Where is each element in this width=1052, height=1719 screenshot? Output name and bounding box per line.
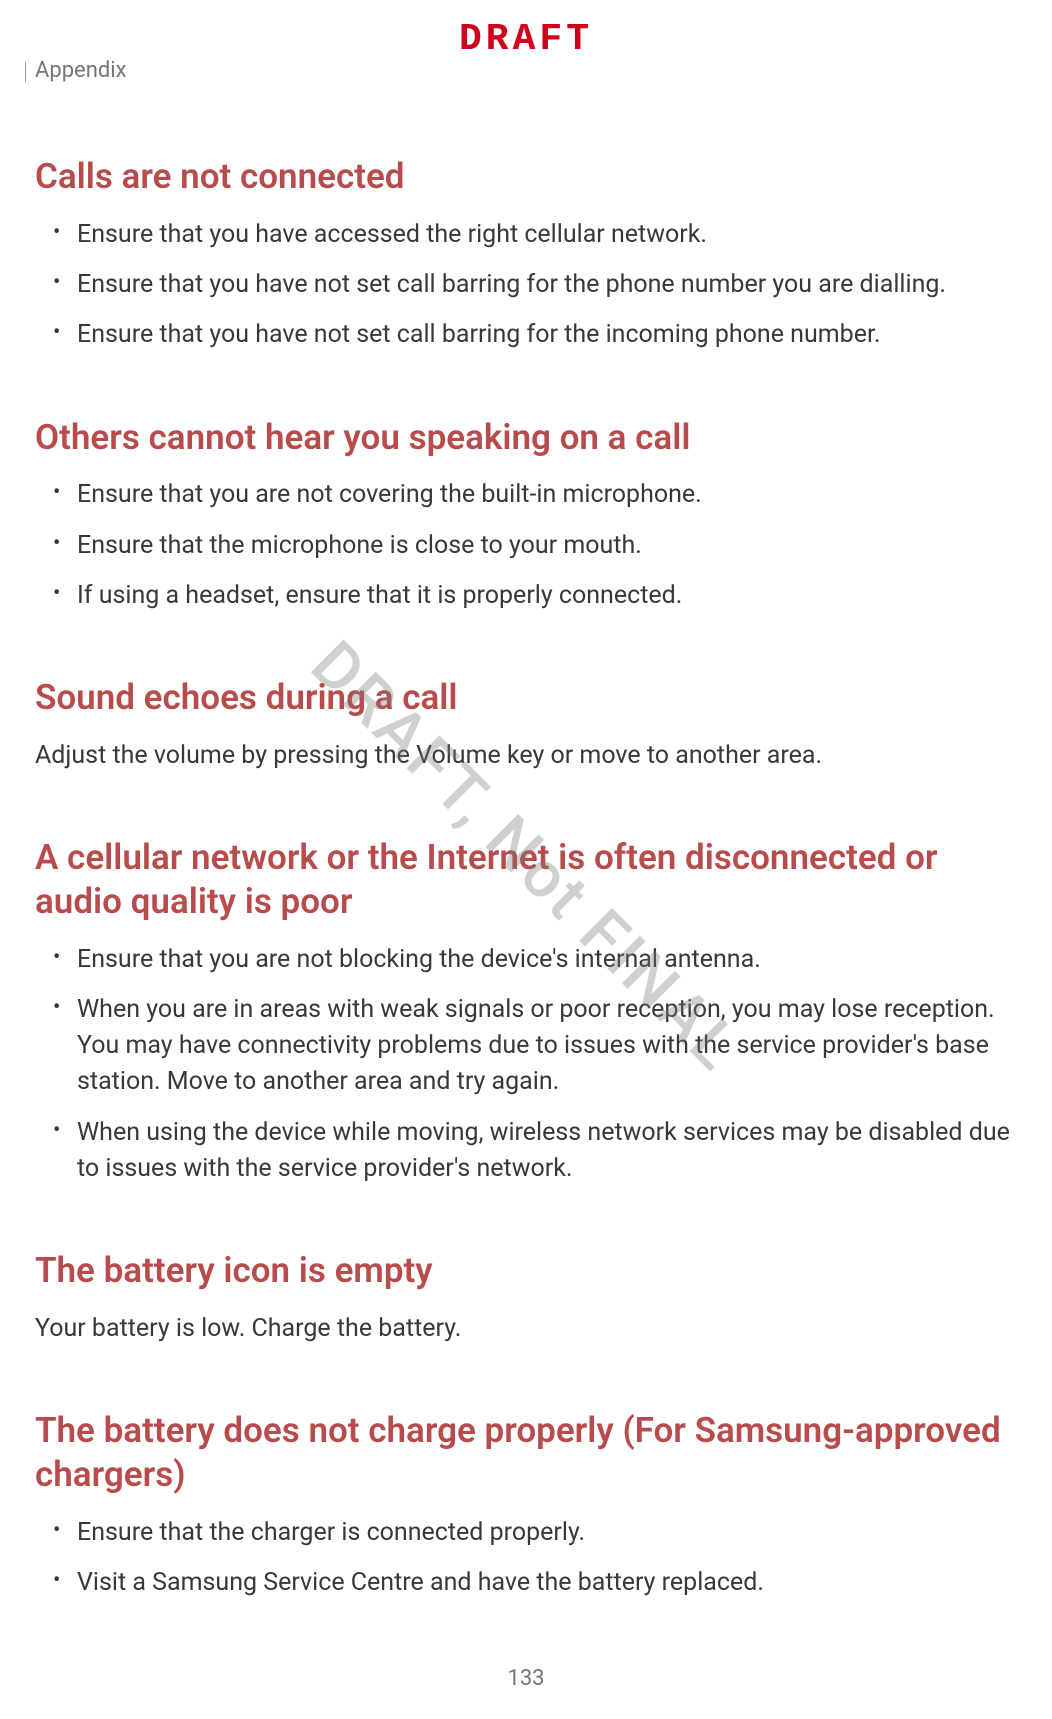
list-item: Ensure that you are not blocking the dev…: [35, 942, 1017, 978]
heading-calls-not-connected: Calls are not connected: [35, 155, 1017, 199]
list-item: When using the device while moving, wire…: [35, 1115, 1017, 1188]
list-item: Ensure that you have accessed the right …: [35, 217, 1017, 253]
paragraph-battery-empty: Your battery is low. Charge the battery.: [35, 1311, 1017, 1347]
list-calls-not-connected: Ensure that you have accessed the right …: [35, 217, 1017, 354]
draft-stamp: DRAFT: [0, 18, 1052, 61]
header-section-label: Appendix: [35, 58, 127, 83]
list-battery-not-charging: Ensure that the charger is connected pro…: [35, 1515, 1017, 1602]
page-number: 133: [0, 1666, 1052, 1691]
list-item: If using a headset, ensure that it is pr…: [35, 578, 1017, 614]
manual-page: Appendix DRAFT Calls are not connected E…: [0, 0, 1052, 1719]
list-item: Ensure that the microphone is close to y…: [35, 528, 1017, 564]
paragraph-sound-echoes: Adjust the volume by pressing the Volume…: [35, 738, 1017, 774]
heading-sound-echoes: Sound echoes during a call: [35, 676, 1017, 720]
page-content: Calls are not connected Ensure that you …: [35, 155, 1017, 1615]
heading-battery-not-charging: The battery does not charge properly (Fo…: [35, 1409, 1017, 1497]
list-network-disconnected: Ensure that you are not blocking the dev…: [35, 942, 1017, 1188]
list-item: Ensure that you have not set call barrin…: [35, 317, 1017, 353]
list-item: Ensure that you are not covering the bui…: [35, 477, 1017, 513]
heading-battery-empty: The battery icon is empty: [35, 1249, 1017, 1293]
header-side-rule: [25, 62, 26, 82]
list-others-cannot-hear: Ensure that you are not covering the bui…: [35, 477, 1017, 614]
list-item: Ensure that you have not set call barrin…: [35, 267, 1017, 303]
heading-network-disconnected: A cellular network or the Internet is of…: [35, 836, 1017, 924]
heading-others-cannot-hear: Others cannot hear you speaking on a cal…: [35, 416, 1017, 460]
list-item: Visit a Samsung Service Centre and have …: [35, 1565, 1017, 1601]
list-item: When you are in areas with weak signals …: [35, 992, 1017, 1101]
list-item: Ensure that the charger is connected pro…: [35, 1515, 1017, 1551]
